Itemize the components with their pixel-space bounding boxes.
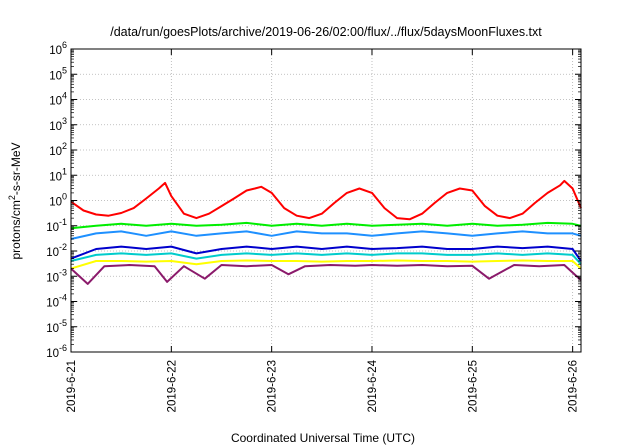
series-line-7 [70, 264, 582, 285]
y-tick-label: 103 [49, 116, 67, 133]
x-tick-label: 2019-6-26 [568, 360, 580, 412]
y-axis-label: protons/cm2-s-sr-MeV [7, 142, 23, 259]
y-tick-label: 10-5 [46, 318, 67, 335]
plot-frame [70, 48, 582, 353]
y-tick-label: 106 [49, 40, 67, 57]
x-tick-label: 2019-6-22 [166, 360, 178, 412]
grid-lines [71, 49, 581, 352]
y-tick-label: 10-4 [46, 293, 67, 310]
y-tick-label: 102 [49, 141, 67, 158]
series-line-3 [70, 230, 582, 240]
y-tick-label: 104 [49, 91, 67, 108]
series-line-6 [70, 259, 582, 270]
y-tick-label: 10-3 [46, 267, 67, 284]
series-line-2 [70, 221, 582, 230]
x-axis-ticks: 2019-6-21 2019-6-22 2019-6-23 2019-6-24 2019… [66, 49, 580, 412]
y-tick-label: 105 [49, 65, 67, 82]
x-axis-label: Coordinated Universal Time (UTC) [231, 431, 415, 445]
x-tick-label: 2019-6-24 [367, 359, 379, 412]
x-tick-label: 2019-6-23 [267, 360, 279, 412]
x-tick-label: 2019-6-25 [467, 360, 479, 412]
series-line-5 [70, 252, 582, 265]
y-tick-label: 10-1 [46, 217, 67, 234]
x-tick-label: 2019-6-21 [66, 360, 78, 412]
y-tick-label: 101 [49, 166, 67, 183]
series-line-1 [70, 179, 582, 221]
y-tick-label: 10-6 [46, 343, 67, 360]
y-tick-label: 10-2 [46, 242, 67, 259]
y-tick-label: 100 [49, 192, 67, 209]
series-group [70, 179, 582, 285]
y-axis-ticks: 10-6 10-5 10-4 10-3 10-2 10-1 100 101 102 103 104 1… [46, 40, 581, 360]
series-line-4 [70, 245, 582, 262]
chart-title: /data/run/goesPlots/archive/2019-06-26/0… [110, 25, 542, 39]
